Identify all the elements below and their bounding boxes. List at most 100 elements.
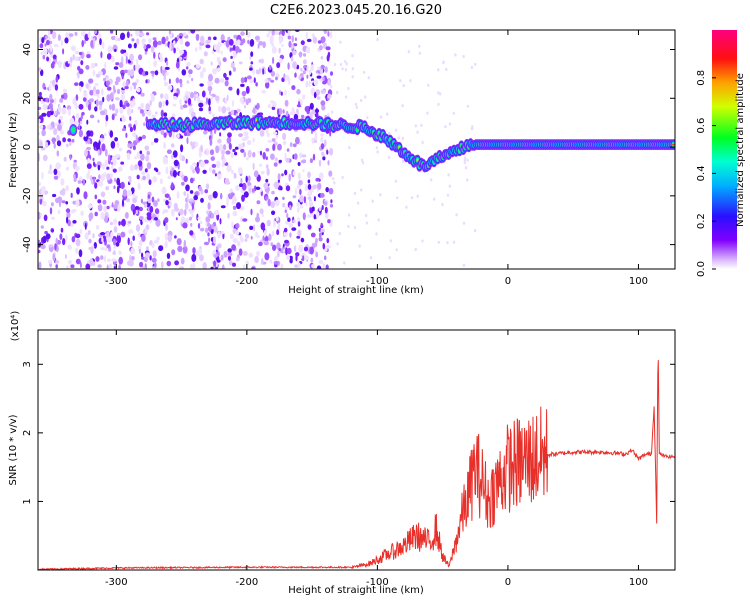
noise-speck (399, 79, 402, 83)
noise-speck (265, 196, 269, 200)
noise-speck (292, 43, 298, 47)
noise-speck (189, 165, 194, 171)
noise-speck (203, 51, 208, 57)
noise-speck (202, 262, 207, 269)
noise-speck (88, 212, 94, 220)
noise-speck (119, 99, 123, 108)
noise-speck (57, 124, 62, 131)
noise-speck (277, 222, 281, 229)
noise-speck (164, 240, 168, 249)
noise-speck (421, 239, 424, 243)
noise-speck (291, 43, 294, 49)
noise-speck (259, 163, 263, 167)
noise-speck (94, 62, 98, 67)
noise-speck (113, 244, 116, 250)
colorbar-tick-label: 0.6 (696, 118, 707, 134)
noise-speck (195, 166, 198, 172)
noise-speck (184, 201, 189, 210)
noise-speck (314, 132, 318, 139)
noise-speck (287, 247, 292, 255)
noise-speck (118, 256, 123, 265)
noise-speck (163, 81, 168, 87)
noise-speck (95, 73, 101, 78)
noise-speck (157, 198, 160, 202)
noise-speck (249, 67, 253, 71)
noise-speck (304, 185, 309, 192)
noise-speck (70, 192, 73, 198)
noise-speck (157, 40, 162, 46)
noise-speck (94, 211, 98, 217)
noise-speck (289, 142, 293, 148)
noise-speck (61, 107, 67, 115)
noise-speck (279, 37, 283, 42)
noise-speck (269, 259, 273, 264)
noise-speck (116, 141, 120, 148)
noise-speck (160, 261, 164, 269)
noise-speck (287, 62, 290, 70)
noise-speck (53, 168, 58, 175)
noise-speck (279, 89, 281, 95)
noise-speck (291, 227, 297, 231)
noise-speck (120, 231, 126, 238)
noise-speck (221, 264, 225, 269)
noise-speck (89, 258, 94, 267)
noise-speck (248, 252, 254, 258)
noise-speck (90, 130, 94, 137)
noise-speck (85, 83, 89, 89)
noise-speck (233, 34, 238, 39)
noise-speck (85, 263, 91, 269)
noise-speck (138, 206, 143, 212)
noise-speck (47, 260, 53, 264)
noise-speck (296, 235, 301, 239)
noise-speck (410, 196, 414, 200)
noise-speck (179, 266, 185, 269)
noise-speck (224, 97, 228, 105)
noise-speck (152, 176, 158, 183)
noise-speck (271, 210, 276, 216)
spectrogram-x-axis-label: Height of straight line (km) (288, 285, 424, 296)
noise-speck (348, 146, 351, 150)
noise-speck (192, 247, 196, 255)
noise-speck (129, 126, 133, 133)
noise-speck (92, 233, 95, 239)
noise-speck (365, 221, 369, 225)
noise-speck (309, 158, 313, 164)
noise-speck (53, 175, 59, 180)
noise-speck (93, 242, 98, 249)
noise-speck (111, 202, 114, 208)
noise-speck (64, 254, 67, 259)
noise-speck (250, 61, 254, 65)
noise-speck (135, 78, 140, 84)
noise-speck (401, 104, 404, 108)
snr-panel: -300 -200 -100 0 100 1 2 3 Height of straight l… (8, 311, 676, 596)
noise-speck (62, 92, 68, 100)
noise-speck (39, 43, 44, 49)
noise-speck (114, 48, 117, 53)
noise-speck (199, 254, 204, 262)
noise-speck (397, 136, 400, 140)
noise-speck (198, 45, 202, 51)
noise-speck (260, 187, 263, 192)
noise-speck (405, 205, 408, 209)
noise-speck (118, 221, 121, 226)
noise-speck (188, 198, 194, 202)
noise-speck (67, 60, 71, 64)
noise-speck (113, 85, 116, 92)
noise-speck (46, 56, 50, 62)
noise-speck (298, 51, 303, 58)
noise-speck (379, 193, 382, 197)
noise-speck (341, 67, 344, 71)
noise-speck (356, 201, 360, 205)
noise-speck (267, 198, 271, 207)
noise-speck (153, 239, 159, 244)
noise-speck (40, 225, 44, 229)
noise-speck (106, 166, 110, 170)
noise-speck (186, 80, 190, 84)
noise-speck (473, 229, 477, 233)
noise-speck (210, 156, 215, 161)
noise-speck (87, 204, 93, 209)
noise-speck (282, 109, 285, 114)
noise-speck (272, 56, 275, 65)
noise-speck (90, 40, 94, 48)
